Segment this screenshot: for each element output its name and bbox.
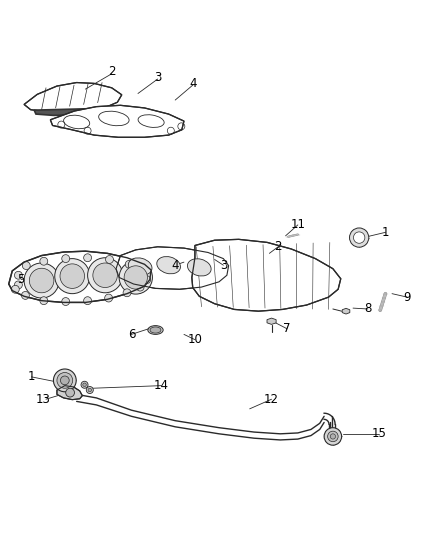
Text: 14: 14 — [154, 379, 169, 392]
Circle shape — [57, 373, 73, 388]
Circle shape — [125, 260, 133, 268]
Circle shape — [53, 369, 76, 392]
Text: 15: 15 — [371, 427, 386, 440]
Polygon shape — [9, 251, 151, 302]
Circle shape — [324, 427, 342, 445]
Circle shape — [84, 297, 92, 304]
Circle shape — [40, 297, 48, 304]
Text: 5: 5 — [18, 273, 25, 286]
Ellipse shape — [148, 326, 163, 334]
Circle shape — [124, 266, 148, 289]
Circle shape — [62, 297, 70, 305]
Circle shape — [60, 264, 85, 288]
Polygon shape — [57, 386, 82, 400]
Circle shape — [21, 292, 29, 300]
Ellipse shape — [128, 258, 152, 275]
Circle shape — [328, 431, 338, 442]
Circle shape — [330, 434, 336, 439]
Text: 4: 4 — [171, 259, 179, 272]
Circle shape — [83, 383, 86, 386]
Circle shape — [24, 263, 59, 298]
Ellipse shape — [187, 259, 211, 276]
Circle shape — [123, 289, 131, 297]
Polygon shape — [34, 108, 140, 115]
Circle shape — [84, 254, 92, 262]
Ellipse shape — [64, 115, 90, 128]
Circle shape — [14, 281, 22, 289]
Circle shape — [353, 232, 365, 243]
Circle shape — [62, 255, 70, 263]
Circle shape — [350, 228, 369, 247]
Circle shape — [88, 388, 92, 392]
Circle shape — [60, 376, 69, 385]
Text: 2: 2 — [274, 240, 282, 253]
Text: 1: 1 — [28, 370, 35, 383]
Ellipse shape — [138, 115, 164, 127]
Ellipse shape — [99, 111, 129, 126]
Circle shape — [136, 283, 144, 291]
Circle shape — [81, 381, 88, 388]
Text: 3: 3 — [220, 259, 227, 272]
Circle shape — [55, 259, 90, 294]
Text: 2: 2 — [108, 65, 116, 78]
Circle shape — [86, 386, 93, 393]
Text: 1: 1 — [381, 226, 389, 239]
Text: 4: 4 — [189, 77, 197, 90]
Ellipse shape — [157, 256, 180, 274]
Circle shape — [141, 266, 149, 274]
Circle shape — [143, 276, 151, 284]
Circle shape — [93, 263, 117, 287]
Text: 8: 8 — [364, 303, 371, 316]
Text: 7: 7 — [283, 322, 291, 335]
Text: 6: 6 — [127, 328, 135, 341]
Circle shape — [66, 388, 74, 397]
Circle shape — [119, 261, 152, 294]
Text: 9: 9 — [403, 290, 411, 304]
Circle shape — [88, 258, 123, 293]
Circle shape — [29, 268, 54, 293]
Text: 12: 12 — [264, 393, 279, 406]
Text: 10: 10 — [187, 333, 202, 346]
Polygon shape — [24, 83, 122, 112]
Circle shape — [14, 271, 22, 279]
Polygon shape — [192, 239, 341, 311]
Circle shape — [11, 285, 19, 293]
Ellipse shape — [150, 327, 161, 333]
Circle shape — [40, 257, 48, 265]
Circle shape — [106, 255, 113, 263]
Text: 13: 13 — [35, 393, 50, 406]
Polygon shape — [342, 308, 350, 314]
Text: 3: 3 — [154, 71, 161, 84]
Circle shape — [105, 294, 113, 302]
Polygon shape — [116, 247, 229, 289]
Polygon shape — [267, 318, 276, 325]
Text: 11: 11 — [290, 219, 305, 231]
Circle shape — [22, 262, 30, 270]
Polygon shape — [50, 106, 184, 138]
